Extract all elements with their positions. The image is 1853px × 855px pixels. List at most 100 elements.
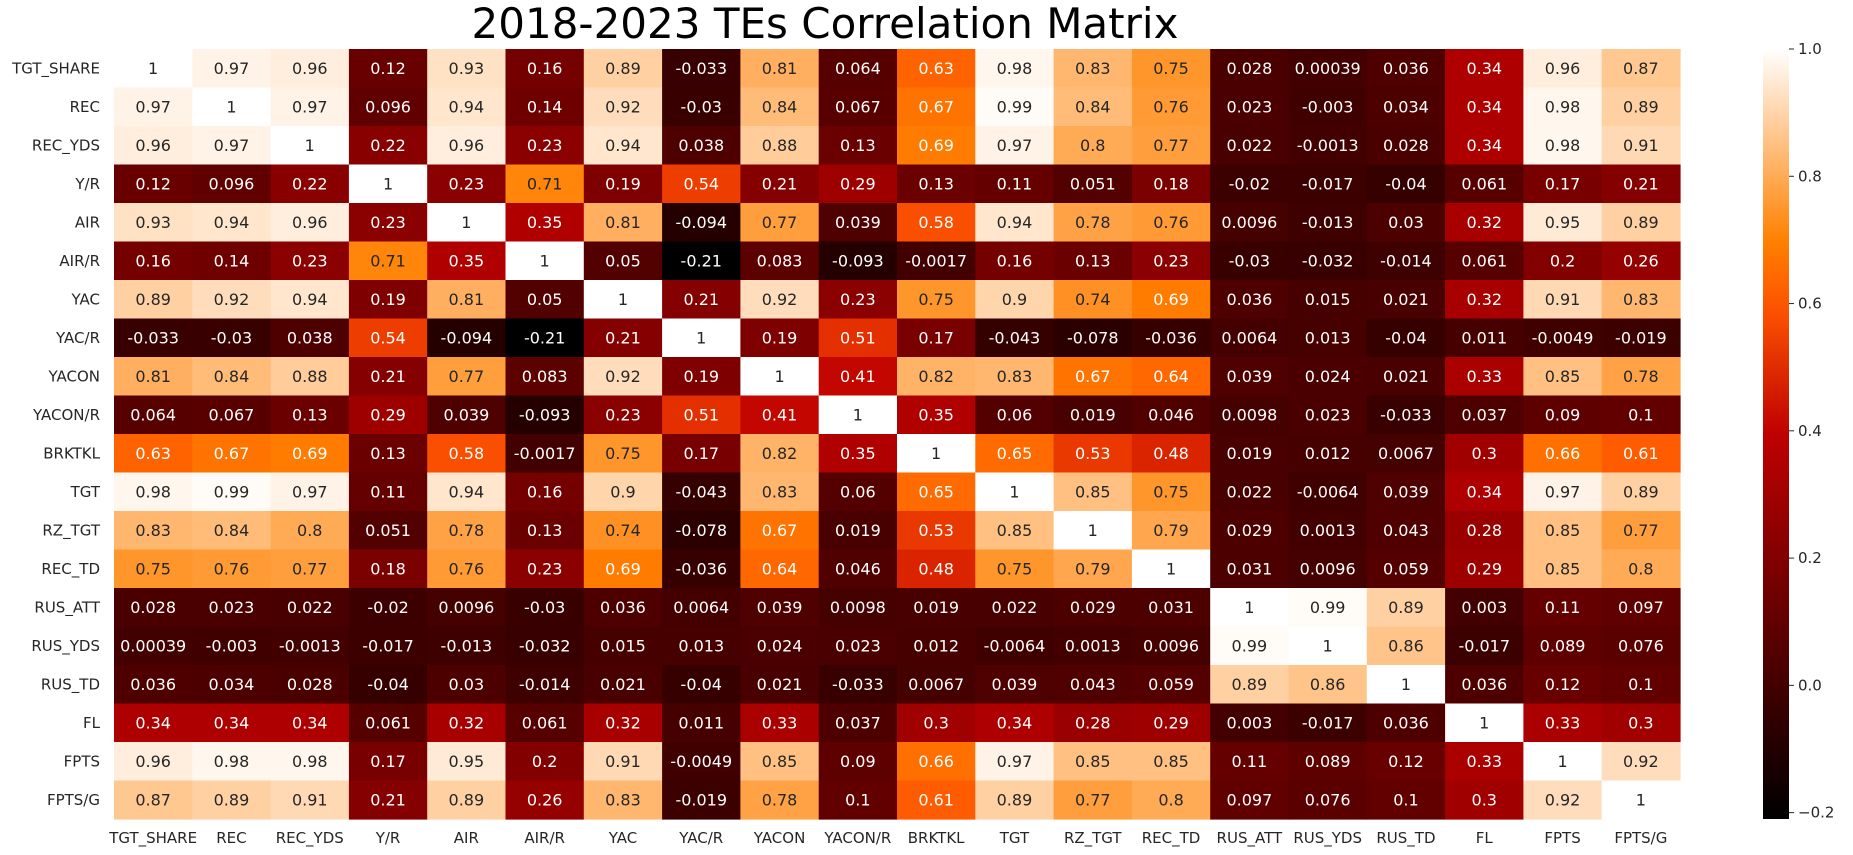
- heatmap-cell: [1053, 318, 1133, 358]
- heatmap-cell: [662, 87, 741, 127]
- heatmap-cell: [975, 318, 1055, 358]
- heatmap-cell-label: 0.3: [1472, 790, 1497, 809]
- heatmap-cell-label: 0.83: [135, 521, 171, 540]
- heatmap-cell: [897, 588, 976, 628]
- heatmap-cell-label: 0.97: [214, 59, 250, 78]
- heatmap-cell: [975, 665, 1055, 705]
- heatmap-cell-label: 0.77: [292, 559, 328, 578]
- heatmap-cell-label: 0.034: [1383, 97, 1429, 116]
- heatmap-cell: [1601, 703, 1681, 743]
- heatmap-cell-label: 0.096: [209, 174, 255, 193]
- heatmap-cell: [1210, 395, 1290, 435]
- heatmap-cell-label: 0.067: [209, 405, 255, 424]
- heatmap-cell-label: -0.078: [675, 521, 727, 540]
- heatmap-cell: [662, 626, 741, 666]
- heatmap-cell-label: 0.86: [1388, 636, 1424, 655]
- heatmap-cell: [1366, 126, 1446, 166]
- heatmap-cell-label: 0.89: [997, 790, 1033, 809]
- heatmap-cell: [114, 280, 193, 320]
- heatmap-cell-label: 0.23: [1153, 251, 1189, 270]
- heatmap-cell: [1288, 626, 1368, 666]
- heatmap-cell-label: -0.0064: [984, 636, 1046, 655]
- heatmap-cell-label: 0.89: [1623, 97, 1659, 116]
- heatmap-cell: [1601, 241, 1681, 281]
- heatmap-cell-label: 0.0096: [1300, 559, 1356, 578]
- heatmap-cell: [192, 549, 272, 589]
- heatmap-cell-label: 0.23: [527, 136, 563, 155]
- heatmap-cell: [1131, 472, 1211, 512]
- heatmap-cell-label: 0.21: [683, 290, 719, 309]
- heatmap-cell: [270, 164, 350, 204]
- heatmap-cell: [897, 742, 976, 782]
- x-tick-label: FL: [1476, 829, 1494, 847]
- heatmap-cell: [1523, 164, 1603, 204]
- heatmap-cell-label: 1: [148, 59, 158, 78]
- heatmap-cell: [1601, 588, 1681, 628]
- heatmap-cell: [1210, 511, 1290, 551]
- heatmap-cell-label: 0.77: [1153, 136, 1189, 155]
- heatmap-cell-label: 0.33: [1466, 367, 1502, 386]
- heatmap-cell-label: 0.089: [1540, 636, 1586, 655]
- heatmap-cell: [818, 49, 898, 89]
- heatmap-cell: [975, 395, 1055, 435]
- heatmap-cell-label: 0.89: [135, 290, 171, 309]
- heatmap-cell-label: 1: [540, 251, 550, 270]
- heatmap-cell-label: 0.036: [1226, 290, 1272, 309]
- heatmap-cell-label: 0.96: [1545, 59, 1581, 78]
- heatmap-cell: [270, 434, 350, 474]
- heatmap-cell: [740, 126, 820, 166]
- heatmap-cell-label: 1: [1479, 713, 1489, 732]
- heatmap-cell: [583, 588, 663, 628]
- heatmap-cell: [740, 164, 820, 204]
- heatmap-cell: [1523, 434, 1603, 474]
- x-axis-tick-labels: TGT_SHARE REC REC_YDS Y/R AIR AIR/R YAC YAC/R YA…: [108, 829, 1667, 848]
- heatmap-cell-label: 0.28: [1466, 521, 1502, 540]
- heatmap-cell-label: 0.79: [1075, 559, 1111, 578]
- heatmap-cell: [583, 549, 663, 589]
- heatmap-cell-label: 0.29: [1466, 559, 1502, 578]
- heatmap-cell-label: 0.83: [605, 790, 641, 809]
- heatmap-cell: [1131, 434, 1211, 474]
- y-tick-label: AIR: [75, 213, 100, 231]
- heatmap-cell: [348, 472, 428, 512]
- heatmap-cell: [662, 280, 741, 320]
- heatmap-cell-label: 0.022: [1226, 482, 1272, 501]
- heatmap-cell: [427, 241, 507, 281]
- heatmap-cell: [1601, 126, 1681, 166]
- heatmap-cell: [818, 472, 898, 512]
- heatmap-cell: [427, 87, 507, 127]
- heatmap-cell: [427, 780, 507, 820]
- heatmap-cell: [1053, 49, 1133, 89]
- heatmap-cell-label: 0.022: [287, 598, 333, 617]
- heatmap-cell-label: 0.23: [605, 405, 641, 424]
- heatmap-cell-label: 0.097: [1226, 790, 1272, 809]
- heatmap-cell: [662, 203, 741, 243]
- heatmap-cell-label: 0.33: [1466, 752, 1502, 771]
- heatmap-cell-label: 0.064: [130, 405, 176, 424]
- heatmap-cell-label: 0.031: [1226, 559, 1272, 578]
- heatmap-cell: [1131, 588, 1211, 628]
- heatmap-cell: [1601, 49, 1681, 89]
- heatmap-cell-label: 0.83: [997, 367, 1033, 386]
- x-tick-label: Y/R: [375, 829, 401, 847]
- heatmap-cell-label: 0.09: [1545, 405, 1581, 424]
- heatmap-cell-label: 0.58: [918, 213, 954, 232]
- heatmap-cell-label: 0.89: [1232, 675, 1268, 694]
- heatmap-cell-label: 0.0096: [438, 598, 494, 617]
- heatmap-cell: [1445, 203, 1524, 243]
- x-tick-label: FPTS/G: [1614, 829, 1667, 847]
- heatmap-cell-label: 0.17: [683, 444, 719, 463]
- heatmap-cell-label: 0.034: [209, 675, 255, 694]
- heatmap-cell: [505, 318, 585, 358]
- heatmap-cell-label: -0.0049: [1532, 328, 1594, 347]
- heatmap-cell: [1445, 318, 1524, 358]
- heatmap-cell: [192, 703, 272, 743]
- heatmap-cell-label: 1: [853, 405, 863, 424]
- heatmap-cell-label: 0.97: [292, 482, 328, 501]
- heatmap-cell-label: -0.017: [1302, 174, 1354, 193]
- heatmap-cell-label: 0.03: [1388, 213, 1424, 232]
- heatmap-cell-label: -0.017: [1458, 636, 1510, 655]
- heatmap-cell: [192, 588, 272, 628]
- heatmap-cell-label: 0.012: [913, 636, 959, 655]
- heatmap-cell: [1053, 203, 1133, 243]
